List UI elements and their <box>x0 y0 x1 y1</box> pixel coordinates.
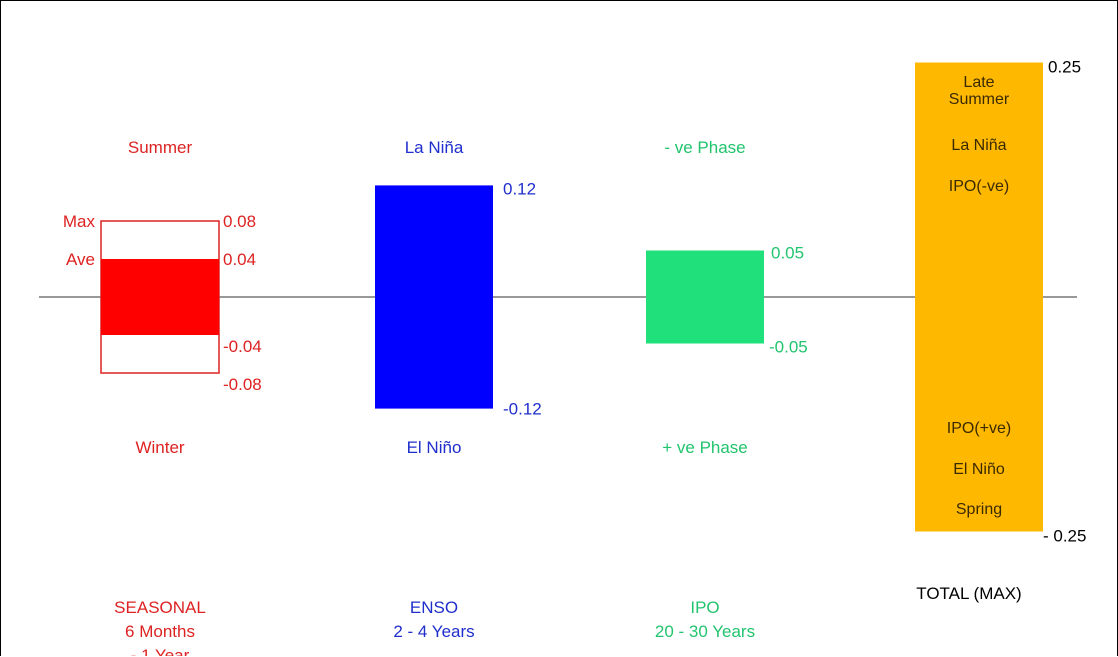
total-bar <box>915 62 1043 532</box>
ipo-title-line: 20 - 30 Years <box>655 622 755 641</box>
ipo-bottom-label: + ve Phase <box>662 438 748 457</box>
seasonal-title-line: SEASONAL <box>114 598 206 617</box>
enso-top-label: La Niña <box>405 138 464 157</box>
seasonal-average-bar <box>101 259 219 335</box>
ipo-tick-label: 0.05 <box>771 244 804 263</box>
enso-tick-label: -0.12 <box>503 400 542 419</box>
seasonal-title-line: - 1 Year <box>131 646 190 656</box>
seasonal-bottom-label: Winter <box>135 438 184 457</box>
seasonal-ave-label: Ave <box>66 250 95 269</box>
seasonal-top-label: Summer <box>128 138 193 157</box>
seasonal-title-line: 6 Months <box>125 622 195 641</box>
total-title-line: TOTAL (MAX) <box>916 584 1021 603</box>
seasonal-tick-label: 0.08 <box>223 212 256 231</box>
enso-title-line: ENSO <box>410 598 458 617</box>
seasonal-tick-label: -0.04 <box>223 337 262 356</box>
total-bottom-label: El Niño <box>953 461 1005 478</box>
seasonal-tick-label: 0.04 <box>223 250 256 269</box>
ipo-tick-label: -0.05 <box>769 338 808 357</box>
total-tick-label: - 0.25 <box>1043 527 1086 546</box>
total-top-label: Late <box>963 74 994 91</box>
total-bottom-label: IPO(+ve) <box>947 420 1011 437</box>
seasonal-max-label: Max <box>63 212 96 231</box>
total-top-label: IPO(-ve) <box>949 178 1009 195</box>
ipo-title-line: IPO <box>690 598 719 617</box>
total-top-label: Summer <box>949 91 1010 108</box>
enso-bar <box>375 185 493 409</box>
total-tick-label: 0.25 <box>1048 58 1081 77</box>
enso-bottom-label: El Niño <box>407 438 462 457</box>
ipo-top-label: - ve Phase <box>664 138 745 157</box>
total-bottom-label: Spring <box>956 501 1002 518</box>
ipo-bar <box>646 250 764 344</box>
total-top-label: La Niña <box>951 137 1006 154</box>
enso-title-line: 2 - 4 Years <box>393 622 474 641</box>
enso-tick-label: 0.12 <box>503 179 536 198</box>
seasonal-tick-label: -0.08 <box>223 375 262 394</box>
